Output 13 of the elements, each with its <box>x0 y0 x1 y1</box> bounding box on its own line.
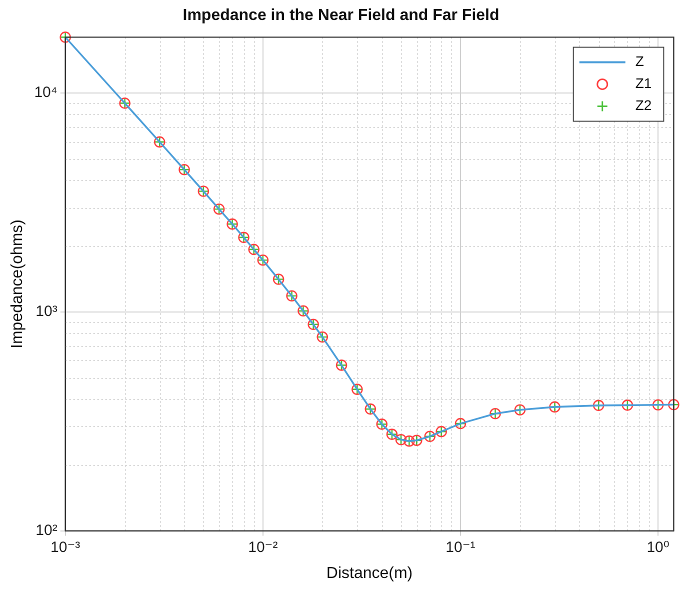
x-tick-label: 10⁻² <box>248 538 278 556</box>
y-axis-title: Impedance(ohms) <box>9 220 26 348</box>
legend-label: Z <box>635 53 644 70</box>
legend-label: Z2 <box>635 97 652 114</box>
x-tick-label: 10⁰ <box>646 538 670 556</box>
y-tick-label: 10³ <box>36 303 58 320</box>
legend-label: Z1 <box>635 75 652 92</box>
x-axis-title: Distance(m) <box>326 564 413 582</box>
y-tick-label: 10² <box>36 522 58 539</box>
x-tick-label: 10⁻³ <box>50 538 80 556</box>
y-tick-label: 10⁴ <box>34 84 58 102</box>
chart-title: Impedance in the Near Field and Far Field <box>182 7 500 24</box>
x-tick-label: 10⁻¹ <box>446 538 476 556</box>
